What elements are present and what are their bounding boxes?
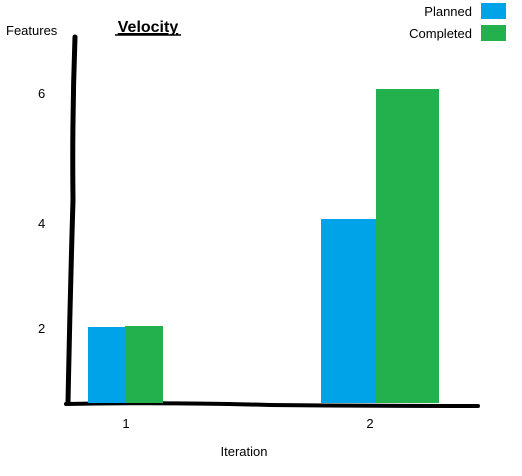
legend-label-completed: Completed (409, 26, 472, 41)
y-tick-labels: 2 4 6 (38, 86, 45, 336)
x-axis-label: Iteration (221, 444, 268, 459)
legend-swatch-completed (481, 25, 506, 41)
bar-completed-2 (376, 89, 439, 403)
x-axis-line (64, 401, 480, 408)
legend: Planned Completed (409, 3, 506, 41)
x-tick-label: 2 (366, 416, 373, 431)
bar-planned-1 (88, 327, 125, 403)
y-axis-label: Features (6, 23, 58, 38)
legend-swatch-planned (481, 3, 506, 19)
y-tick-label: 6 (38, 86, 45, 101)
y-tick-label: 4 (38, 216, 45, 231)
chart-title: Velocity (118, 19, 179, 36)
bar-completed-1 (125, 326, 163, 403)
legend-label-planned: Planned (424, 4, 472, 19)
bars (88, 89, 439, 403)
y-axis-line (65, 34, 78, 406)
y-tick-label: 2 (38, 321, 45, 336)
bar-planned-2 (321, 219, 376, 403)
x-tick-label: 1 (122, 416, 129, 431)
